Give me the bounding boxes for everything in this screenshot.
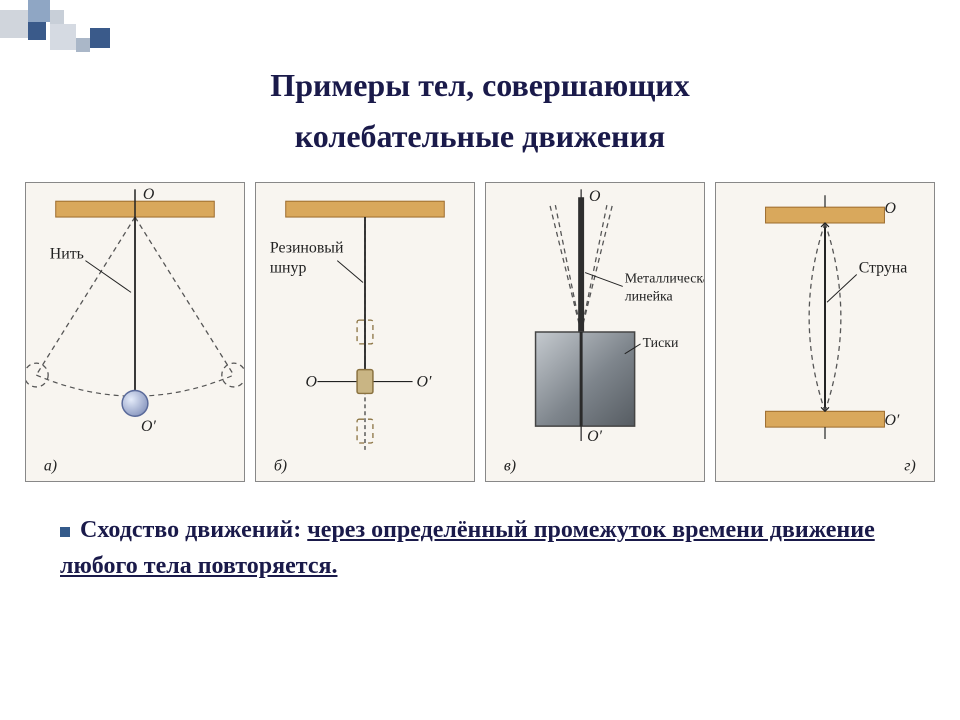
label-ruler-1: Металлическая bbox=[625, 272, 704, 287]
label-Oprime-d: O′ bbox=[884, 413, 899, 430]
label-O-c: O bbox=[589, 189, 601, 206]
label-cord-1: Резиновый bbox=[270, 240, 344, 257]
panel-letter-a: а) bbox=[44, 458, 57, 475]
label-ruler-2: линейка bbox=[625, 290, 673, 305]
panel-letter-c: в) bbox=[504, 458, 516, 475]
ceiling-b bbox=[286, 202, 445, 218]
panel-letter-b: б) bbox=[274, 458, 287, 475]
panel-a-pendulum: O O′ Нить а) bbox=[25, 182, 245, 482]
top-bar-d bbox=[766, 208, 885, 224]
pendulum-bob bbox=[122, 391, 148, 417]
label-thread: Нить bbox=[50, 246, 84, 263]
label-O-b: O bbox=[306, 374, 318, 391]
label-O-a: O bbox=[143, 187, 155, 204]
label-Oprime-a: O′ bbox=[141, 418, 156, 435]
bottom-bar-d bbox=[766, 412, 885, 428]
slide-title: Примеры тел, совершающихколебательные дв… bbox=[0, 0, 960, 162]
metal-ruler bbox=[578, 198, 584, 347]
panel-b-rubber-cord: Резиновый шнур O O′ б) bbox=[255, 182, 475, 482]
panel-c-ruler: O Металлическая линейка Тиски O′ в) bbox=[485, 182, 705, 482]
bullet-icon bbox=[60, 527, 70, 537]
label-Oprime-b: O′ bbox=[417, 374, 432, 391]
label-vise: Тиски bbox=[643, 336, 679, 351]
diagrams-row: O O′ Нить а) Резиновый шнур O bbox=[0, 182, 960, 482]
label-Oprime-c: O′ bbox=[587, 428, 602, 445]
label-cord-2: шнур bbox=[270, 260, 307, 277]
corner-decoration bbox=[0, 0, 140, 60]
panel-letter-d: г) bbox=[904, 458, 915, 475]
panel-d-string: O O′ Струна г) bbox=[715, 182, 935, 482]
vise bbox=[536, 332, 635, 426]
label-string: Струна bbox=[859, 260, 908, 277]
label-O-d: O bbox=[884, 200, 896, 217]
caption: Сходство движений: через определённый пр… bbox=[0, 482, 960, 584]
